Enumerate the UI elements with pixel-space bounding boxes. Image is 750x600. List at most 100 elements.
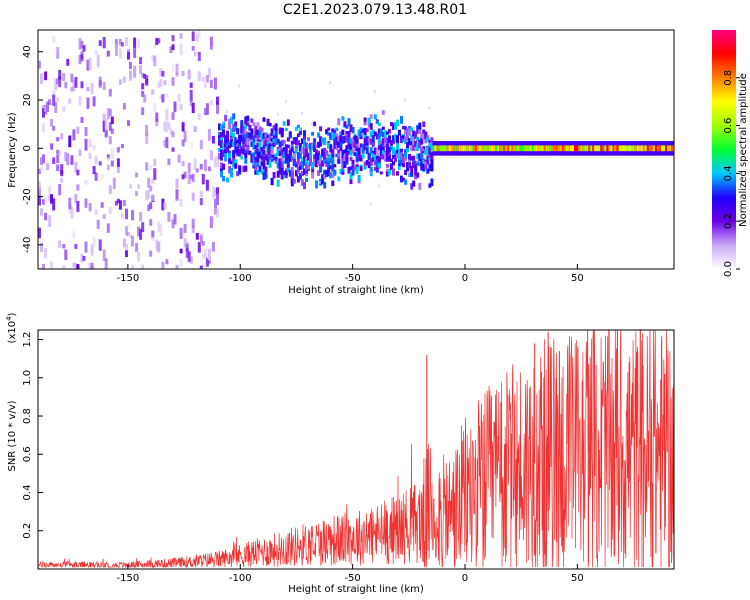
spectrogram-cell	[238, 141, 242, 146]
spectrogram-cell	[379, 150, 383, 156]
spectrogram-cell	[387, 128, 391, 134]
spectrogram-cell	[327, 127, 331, 131]
spectrogram-cell	[94, 155, 98, 165]
spectrogram-cell	[171, 147, 175, 152]
spectrogram-cell	[56, 97, 60, 102]
spectrogram-cell	[347, 166, 351, 174]
spectrogram-cell	[602, 145, 606, 152]
spectrogram-cell	[244, 130, 248, 138]
spectrogram-cell	[268, 160, 272, 168]
spectrogram-cell	[266, 171, 269, 175]
spectrogram-cell	[268, 151, 272, 160]
spectrogram-cell	[327, 142, 331, 149]
spectrogram-cell	[369, 138, 373, 145]
spectrogram-cell	[260, 153, 264, 160]
spectrogram-cell	[218, 123, 221, 131]
spectrogram-cell	[604, 145, 608, 152]
spectrogram-cell	[149, 219, 153, 226]
spectrogram-cell	[315, 144, 319, 148]
spectrogram-cell	[209, 79, 213, 89]
spectrogram-cell	[252, 122, 256, 127]
spectrogram-cell	[300, 171, 304, 175]
spectrogram-cell	[224, 153, 228, 161]
spectrogram-cell	[286, 119, 290, 126]
spectrogram-cell	[298, 152, 302, 159]
spectrogram-cell	[104, 119, 108, 131]
spectrogram-cell	[387, 169, 391, 176]
spectrogram-cell	[284, 100, 287, 104]
spectrogram-cell	[228, 152, 232, 159]
spectrogram-cell	[294, 148, 298, 154]
spectrogram-cell	[145, 133, 149, 145]
spectrogram-cell	[381, 138, 385, 146]
spectrogram-cell	[262, 132, 266, 139]
spectrogram-cell	[396, 141, 399, 146]
spectrogram-cell	[410, 156, 414, 161]
spectrogram-cell	[80, 81, 84, 89]
spectrogram-cell	[165, 108, 169, 121]
spectrogram-cell	[410, 183, 414, 190]
spectrogram-cell	[622, 145, 626, 152]
spectrogram-cell	[371, 157, 375, 162]
spectrogram-cell	[286, 154, 290, 158]
spectrogram-cell	[430, 155, 434, 161]
spectrogram-cell	[610, 145, 614, 152]
spectrogram-cell	[262, 172, 266, 180]
spectrogram-cell	[284, 170, 288, 176]
spectrogram-y-tick-label: 20	[22, 94, 33, 107]
spectrogram-cell	[42, 154, 45, 164]
spectrogram-cell	[258, 165, 262, 172]
spectrogram-cell	[52, 157, 56, 164]
spectrogram-cell	[141, 83, 145, 90]
spectrogram-cell	[280, 127, 284, 133]
spectrogram-cell	[80, 40, 84, 49]
spectrogram-cell	[270, 177, 274, 186]
spectrogram-cell	[171, 35, 175, 42]
spectrogram-cell	[74, 77, 78, 88]
spectrogram-cell	[511, 145, 515, 152]
spectrogram-cell	[519, 145, 523, 152]
spectrogram-cell	[183, 131, 187, 142]
spectrogram-cell	[84, 198, 88, 208]
spectrogram-cell	[165, 259, 169, 265]
spectrogram-x-tick-label: -150	[117, 273, 140, 284]
spectrogram-cell	[100, 202, 104, 208]
spectrogram-cell	[76, 184, 80, 191]
spectrogram-cell	[355, 144, 359, 148]
spectrogram-cell	[181, 139, 185, 147]
spectrogram-cell	[416, 153, 420, 160]
spectrogram-cell	[474, 145, 478, 152]
spectrogram-cell	[363, 166, 367, 170]
spectrogram-cell	[232, 132, 236, 139]
spectrogram-cell	[256, 151, 260, 158]
spectrogram-cell	[270, 128, 274, 137]
spectrogram-cell	[406, 128, 410, 136]
spectrogram-cell	[234, 125, 238, 131]
spectrogram-cell	[125, 243, 128, 252]
spectrogram-cell	[216, 156, 219, 168]
spectrogram-cell	[177, 93, 181, 102]
spectrogram-cell	[383, 130, 387, 137]
spectrogram-cell	[317, 152, 321, 160]
spectrogram-cell	[222, 163, 226, 169]
spectrogram-cell	[262, 162, 266, 170]
spectrogram-cell	[92, 236, 96, 248]
spectrogram-cell	[284, 144, 288, 151]
spectrogram-cell	[325, 170, 329, 174]
spectrogram-cell	[434, 145, 438, 152]
spectrogram-cell	[224, 115, 228, 122]
spectrogram-cell	[300, 157, 304, 162]
spectrogram-cell	[78, 149, 82, 157]
spectrogram-cell	[509, 145, 513, 152]
spectrogram-cell	[191, 31, 195, 42]
spectrogram-cell	[191, 225, 195, 233]
spectrogram-cell	[209, 216, 213, 228]
spectrogram-cell	[369, 158, 373, 166]
spectrogram-cell	[424, 150, 428, 155]
spectrogram-cell	[404, 152, 408, 159]
spectrogram-cell	[288, 169, 292, 177]
spectrogram-cell	[214, 77, 217, 90]
spectrogram-cell	[139, 228, 143, 240]
spectrogram-cell	[163, 80, 167, 86]
spectrogram-cell	[296, 124, 300, 128]
